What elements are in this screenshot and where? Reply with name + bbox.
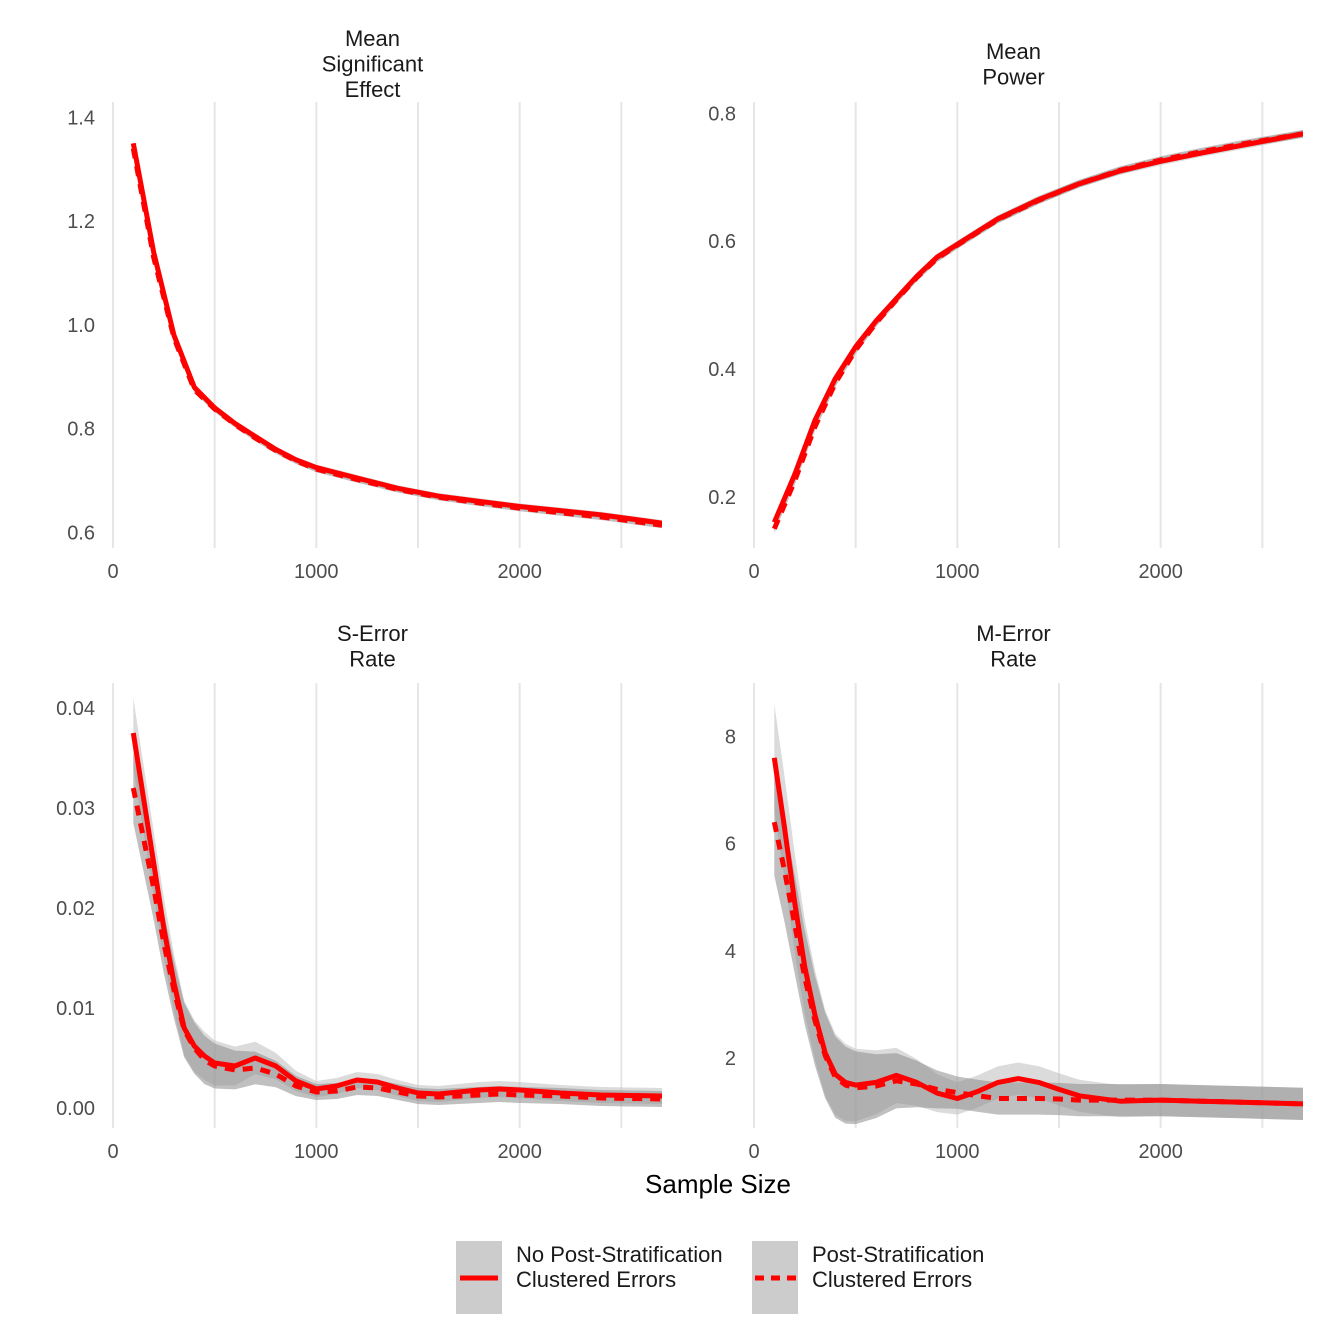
y-tick-label: 0.8 [708, 103, 736, 125]
confidence-ribbon [774, 130, 1303, 533]
y-tick-label: 4 [725, 941, 736, 963]
y-tick-label: 0.2 [708, 487, 736, 509]
plot-area [130, 140, 662, 529]
legend-item-no-post-stratification: No Post-Stratification Clustered Errors [456, 1241, 723, 1314]
legend-label-line2: Clustered Errors [516, 1267, 676, 1292]
panel-title-line: Effect [345, 77, 401, 102]
panel-title-line: Rate [990, 647, 1036, 672]
x-tick-label: 0 [107, 561, 118, 583]
confidence-ribbon [774, 768, 1303, 1125]
plot-area [130, 698, 662, 1107]
plot-area [771, 704, 1303, 1125]
y-tick-label: 1.2 [67, 211, 95, 233]
x-tick-label: 2000 [1138, 561, 1183, 583]
legend-label-line2: Clustered Errors [812, 1267, 972, 1292]
confidence-ribbon [133, 145, 662, 529]
panel-title-line: S-Error [337, 621, 408, 646]
confidence-ribbon [133, 140, 662, 527]
confidence-ribbon [133, 753, 662, 1107]
x-tick-label: 0 [748, 561, 759, 583]
y-tick-label: 0.04 [56, 698, 95, 720]
x-tick-label: 1000 [294, 561, 339, 583]
series-line-post-stratification [771, 131, 1303, 530]
x-tick-label: 2000 [497, 1141, 542, 1163]
panel-title-line: Significant [322, 52, 424, 77]
y-tick-label: 0.8 [67, 419, 95, 441]
y-tick-label: 2 [725, 1048, 736, 1070]
y-tick-label: 1.0 [67, 315, 95, 337]
series-line-no-post-stratification [771, 757, 1303, 1107]
x-tick-label: 2000 [497, 561, 542, 583]
legend: No Post-Stratification Clustered Errors … [456, 1241, 984, 1314]
y-tick-label: 0.6 [708, 231, 736, 253]
series-line-post-stratification [771, 821, 1303, 1107]
x-tick-label: 0 [748, 1141, 759, 1163]
panel-title-line: M-Error [976, 621, 1051, 646]
gridlines [753, 102, 1264, 548]
series-line-no-post-stratification [771, 131, 1303, 524]
plot-area [771, 130, 1303, 533]
gridlines [112, 102, 623, 548]
x-tick-label: 1000 [935, 561, 980, 583]
x-tick-label: 1000 [294, 1141, 339, 1163]
panel-title-line: Mean [345, 26, 400, 51]
series-line-post-stratification [130, 787, 662, 1102]
y-tick-label: 0.01 [56, 998, 95, 1020]
x-tick-label: 0 [107, 1141, 118, 1163]
x-axis-label: Sample Size [645, 1169, 791, 1199]
panel-title-line: Power [982, 65, 1044, 90]
legend-label-line1: No Post-Stratification [516, 1242, 723, 1267]
y-tick-label: 8 [725, 726, 736, 748]
y-tick-label: 0.6 [67, 522, 95, 544]
y-tick-label: 0.02 [56, 898, 95, 920]
legend-item-post-stratification: Post-Stratification Clustered Errors [752, 1241, 984, 1314]
y-tick-label: 1.4 [67, 107, 95, 129]
series-line-no-post-stratification [130, 142, 662, 526]
series-line-post-stratification [130, 148, 662, 528]
x-tick-label: 1000 [935, 1141, 980, 1163]
legend-label-line1: Post-Stratification [812, 1242, 984, 1267]
y-tick-label: 0.03 [56, 798, 95, 820]
panel-title-line: Rate [349, 647, 395, 672]
x-tick-label: 2000 [1138, 1141, 1183, 1163]
y-tick-label: 0.4 [708, 359, 736, 381]
confidence-ribbon [774, 130, 1303, 527]
panel-title-line: Mean [986, 39, 1041, 64]
y-tick-label: 6 [725, 834, 736, 856]
y-tick-label: 0.00 [56, 1098, 95, 1120]
